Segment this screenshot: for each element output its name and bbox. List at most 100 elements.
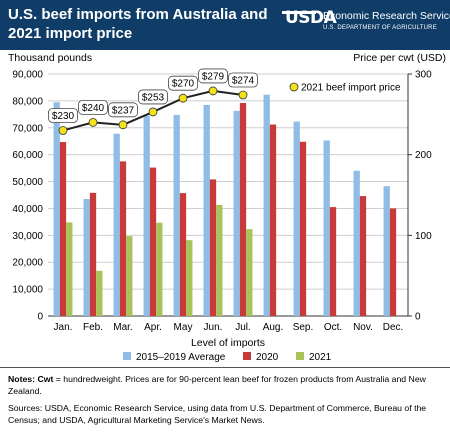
notes-body: = hundredweight. Prices are for 90-perce… (8, 374, 426, 396)
bar-2020 (239, 103, 247, 316)
price-label-box (48, 108, 78, 123)
usda-logo-mark (282, 11, 316, 14)
price-point (118, 120, 128, 130)
y-tick-right: 0 (415, 312, 421, 323)
y-axis-right-title: Price per cwt (USD) (353, 52, 446, 64)
usda-logo: USDA (285, 8, 337, 28)
price-label-box (108, 102, 138, 118)
bar-2020 (149, 167, 157, 316)
y-axis-left-title: Thousand pounds (8, 52, 92, 64)
y-tick-right: 200 (415, 150, 432, 161)
x-tick-label: Feb. (83, 322, 103, 333)
legend-label: 2021 (309, 352, 332, 363)
x-axis-title: Level of imports (191, 337, 265, 349)
price-label: $279 (202, 71, 225, 82)
legend-swatch (296, 352, 304, 360)
y-tick-left: 0 (37, 312, 43, 323)
bar-2021 (96, 270, 103, 316)
bar-avg (263, 94, 270, 317)
price-label-box (168, 75, 198, 91)
bar-2021 (186, 240, 193, 316)
price-label-box (228, 72, 258, 88)
x-tick-label: May (174, 322, 193, 333)
bar-avg (203, 104, 210, 316)
y-tick-right: 300 (415, 70, 432, 81)
bar-avg (233, 110, 240, 317)
bar-avg (113, 133, 120, 316)
y-tick-left: 30,000 (12, 231, 43, 242)
bar-avg (53, 102, 60, 316)
bar-2021 (66, 222, 73, 316)
legend-price-label: 2021 beef import price (301, 83, 401, 94)
bar-avg (143, 115, 150, 316)
notes-label: Notes: Cwt (8, 374, 54, 384)
x-tick-label: Jan. (54, 322, 73, 333)
bar-2020 (329, 207, 337, 316)
bar-avg (353, 170, 360, 316)
bar-2020 (269, 124, 277, 316)
sources-text: Sources: USDA, Economic Research Service… (8, 403, 427, 425)
price-point (238, 90, 248, 100)
bar-2021 (216, 204, 223, 316)
x-tick-label: Jun. (204, 322, 223, 333)
y-tick-left: 50,000 (12, 177, 43, 188)
y-tick-left: 90,000 (12, 70, 43, 81)
legend-swatch (123, 352, 131, 360)
x-tick-label: Sep. (293, 322, 314, 333)
bar-2021 (126, 236, 133, 316)
price-label: $270 (172, 79, 195, 90)
bar-avg (383, 186, 390, 316)
price-point (88, 118, 98, 127)
agency-name: Economic Research Service (323, 10, 450, 22)
notes-block: Notes: Cwt = hundredweight. Prices are f… (8, 373, 446, 426)
x-tick-label: Apr. (144, 322, 162, 333)
notes-divider (0, 367, 450, 368)
x-tick-label: Mar. (113, 322, 132, 333)
bar-2020 (89, 192, 97, 316)
price-label: $253 (142, 92, 165, 103)
bar-2020 (389, 208, 397, 316)
x-tick-label: Aug. (263, 322, 284, 333)
price-point (148, 107, 158, 117)
x-tick-label: Jul. (235, 322, 251, 333)
price-label-box (78, 100, 108, 115)
legend-swatch (243, 352, 251, 360)
bar-avg (173, 114, 180, 316)
x-tick-label: Nov. (353, 322, 373, 333)
notes-text: Notes: Cwt = hundredweight. Prices are f… (8, 373, 446, 397)
bar-2020 (119, 161, 127, 316)
y-tick-left: 60,000 (12, 150, 43, 161)
header-bar: U.S. beef imports from Australia and 202… (0, 0, 450, 50)
bar-avg (323, 140, 330, 316)
y-tick-left: 70,000 (12, 123, 43, 134)
bar-2020 (299, 141, 307, 316)
legend-label: 2020 (256, 352, 279, 363)
x-tick-label: Dec. (383, 322, 404, 333)
price-label-box (198, 68, 228, 84)
legend-label: 2015–2019 Average (136, 352, 226, 363)
department-name: U.S. DEPARTMENT OF AGRICULTURE (323, 25, 437, 31)
price-point (208, 86, 218, 96)
price-label: $237 (112, 105, 135, 116)
y-tick-left: 20,000 (12, 258, 43, 269)
legend-price-marker (289, 82, 299, 92)
bar-2020 (179, 193, 187, 316)
chart-title: U.S. beef imports from Australia and 202… (8, 6, 268, 42)
y-tick-left: 40,000 (12, 204, 43, 215)
bar-avg (293, 121, 300, 317)
price-point (58, 126, 68, 135)
bar-2020 (359, 196, 367, 316)
chart-plot: Thousand pounds Price per cwt (USD) 0 10,00… (8, 52, 446, 363)
bar-2020 (59, 142, 67, 316)
bar-2020 (209, 179, 217, 316)
price-point (178, 93, 188, 103)
price-label: $274 (232, 75, 255, 86)
bar-2021 (246, 229, 253, 316)
y-tick-left: 10,000 (12, 285, 43, 296)
x-tick-label: Oct. (324, 322, 342, 333)
y-tick-right: 100 (415, 231, 432, 242)
bar-2021 (156, 222, 163, 316)
price-label-box (138, 89, 168, 105)
price-label: $240 (82, 103, 105, 114)
